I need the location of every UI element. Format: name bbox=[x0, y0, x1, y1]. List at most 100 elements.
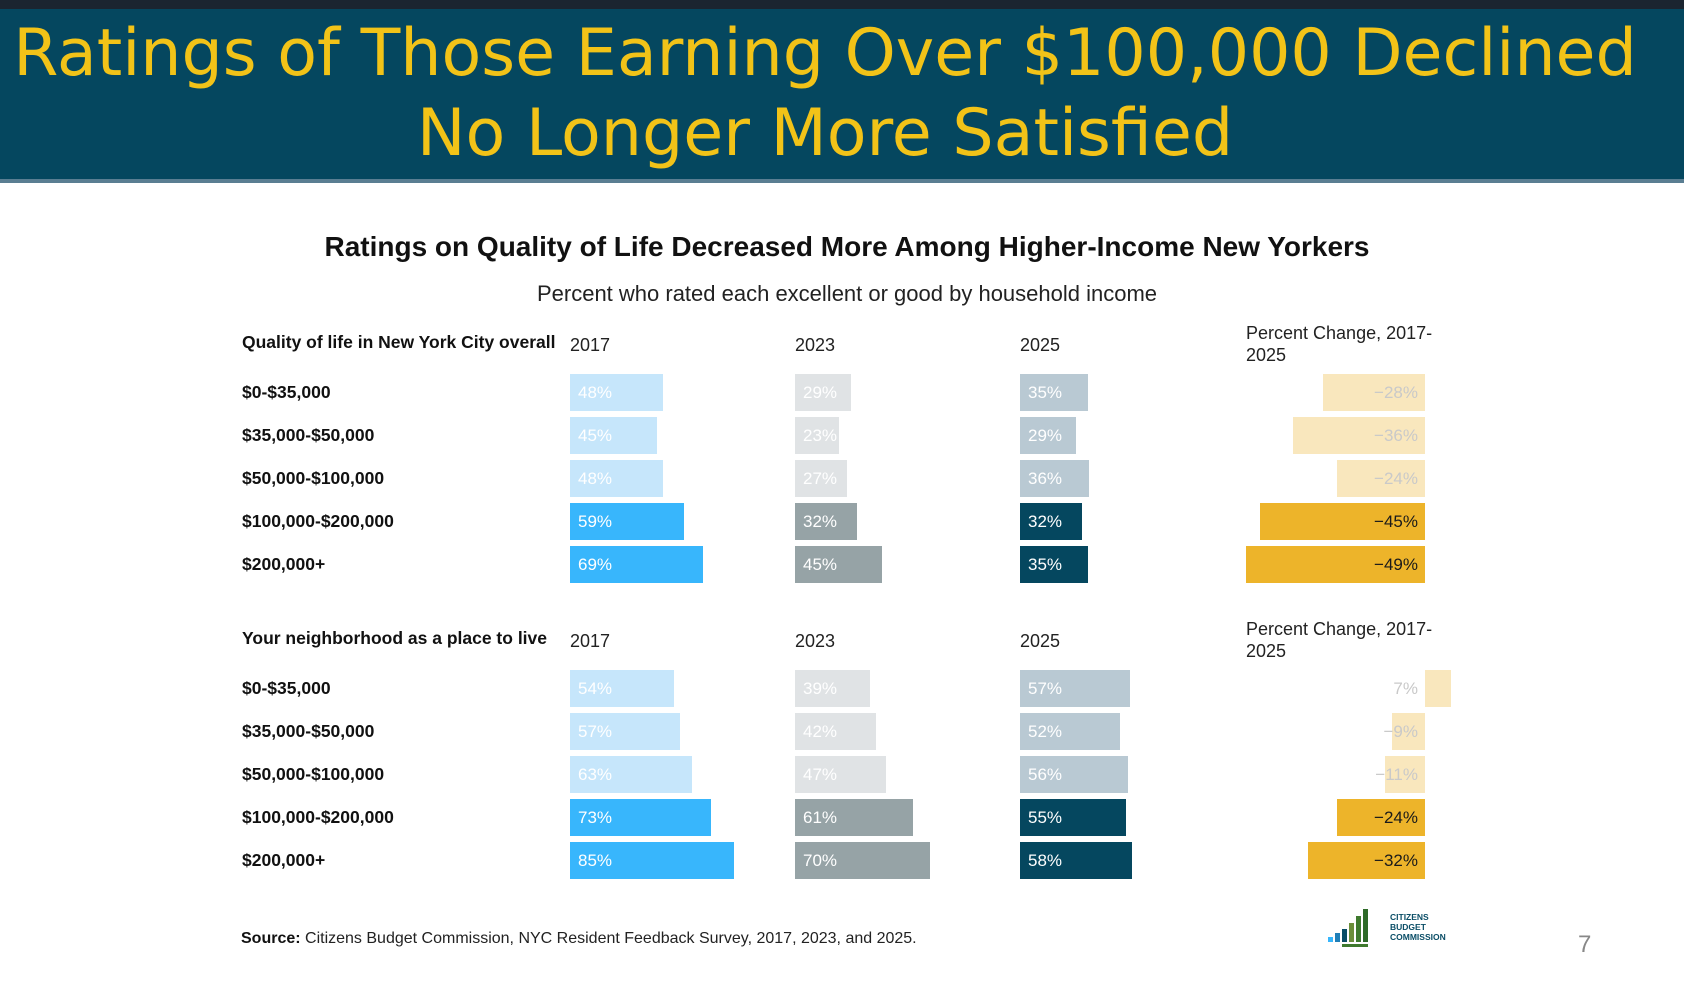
bar-value-label: 35% bbox=[1028, 383, 1063, 402]
bar-value-label: 57% bbox=[1028, 679, 1063, 698]
bar-value-label: 85% bbox=[578, 851, 613, 870]
change-bar bbox=[1384, 756, 1425, 793]
bar-value-label: 73% bbox=[578, 808, 613, 827]
change-header: Percent Change, 2017-2025 bbox=[1246, 323, 1433, 365]
bar-value-label: 69% bbox=[578, 555, 613, 574]
bar-2017 bbox=[570, 546, 704, 583]
bar-value-label: 29% bbox=[803, 383, 838, 402]
bar-value-label: 58% bbox=[1028, 851, 1063, 870]
income-row-label: $200,000+ bbox=[242, 850, 326, 870]
bar-2025 bbox=[1020, 374, 1088, 411]
bar-value-label: 35% bbox=[1028, 555, 1063, 574]
income-row-label: $50,000-$100,000 bbox=[242, 468, 385, 488]
change-bar bbox=[1307, 842, 1425, 879]
bar-2025 bbox=[1020, 842, 1132, 879]
change-value-label: −11% bbox=[1375, 765, 1418, 784]
title-banner-underline bbox=[0, 179, 1684, 183]
bar-2025 bbox=[1020, 503, 1082, 540]
bar-value-label: 42% bbox=[803, 722, 838, 741]
bar-value-label: 47% bbox=[803, 765, 838, 784]
column-header: 2017 bbox=[570, 335, 611, 355]
column-header: 2023 bbox=[795, 631, 836, 651]
income-row-label: $100,000-$200,000 bbox=[242, 807, 394, 827]
cbc-logo-icon bbox=[1328, 909, 1368, 947]
income-row-label: $35,000-$50,000 bbox=[242, 425, 375, 445]
bar-value-label: 23% bbox=[803, 426, 838, 445]
change-header: Percent Change, 2017-2025 bbox=[1246, 619, 1433, 661]
bar-2023 bbox=[795, 374, 851, 411]
bar-2017 bbox=[570, 756, 692, 793]
logo-line1: CITIZENS bbox=[1390, 912, 1429, 922]
bar-value-label: 61% bbox=[803, 808, 838, 827]
change-bar bbox=[1322, 374, 1425, 411]
bar-2017 bbox=[570, 799, 711, 836]
change-value-label: −24% bbox=[1374, 808, 1418, 827]
change-value-label: −24% bbox=[1374, 469, 1418, 488]
bar-2023 bbox=[795, 546, 882, 583]
bar-2023 bbox=[795, 842, 931, 879]
bar-value-label: 27% bbox=[803, 469, 838, 488]
title-banner bbox=[0, 9, 1684, 179]
bar-value-label: 45% bbox=[803, 555, 838, 574]
bar-2025 bbox=[1020, 670, 1130, 707]
change-value-label: −9% bbox=[1383, 722, 1419, 741]
bar-value-label: 52% bbox=[1028, 722, 1063, 741]
income-row-label: $100,000-$200,000 bbox=[242, 511, 394, 531]
change-bar bbox=[1337, 460, 1425, 497]
bar-2025 bbox=[1020, 460, 1090, 497]
bar-2023 bbox=[795, 460, 848, 497]
bar-value-label: 70% bbox=[803, 851, 838, 870]
page-number: 7 bbox=[1578, 931, 1592, 958]
bar-2023 bbox=[795, 503, 857, 540]
bar-2025 bbox=[1020, 546, 1088, 583]
change-bar bbox=[1260, 503, 1425, 540]
change-value-label: −32% bbox=[1374, 851, 1418, 870]
bar-value-label: 36% bbox=[1028, 469, 1063, 488]
cbc-logo-text: CITIZENS BUDGET COMMISSION bbox=[1390, 912, 1470, 942]
change-bar bbox=[1245, 546, 1425, 583]
bar-2017 bbox=[570, 842, 735, 879]
income-row-label: $50,000-$100,000 bbox=[242, 764, 385, 784]
change-value-label: −36% bbox=[1374, 426, 1418, 445]
source-note: Source: Citizens Budget Commission, NYC … bbox=[241, 930, 917, 948]
bar-2017 bbox=[570, 374, 663, 411]
bar-value-label: 56% bbox=[1028, 765, 1063, 784]
bar-2025 bbox=[1020, 799, 1127, 836]
source-text: Citizens Budget Commission, NYC Resident… bbox=[300, 930, 917, 947]
slide-title: Ratings of Those Earning Over $100,000 D… bbox=[0, 14, 1650, 174]
bar-2017 bbox=[570, 417, 657, 454]
slide-title-line1: Ratings of Those Earning Over $100,000 D… bbox=[13, 16, 1637, 91]
chart-title: Ratings on Quality of Life Decreased Mor… bbox=[324, 231, 1370, 262]
bar-value-label: 59% bbox=[578, 512, 613, 531]
column-header: 2025 bbox=[1020, 631, 1061, 651]
bar-2025 bbox=[1020, 417, 1076, 454]
column-header: 2023 bbox=[795, 335, 836, 355]
bar-2017 bbox=[570, 670, 675, 707]
source-label: Source: bbox=[241, 930, 301, 947]
change-bar bbox=[1293, 417, 1425, 454]
bar-value-label: 32% bbox=[803, 512, 838, 531]
change-bar bbox=[1425, 670, 1451, 707]
bar-value-label: 54% bbox=[578, 679, 613, 698]
top-border bbox=[0, 0, 1684, 9]
bar-value-label: 45% bbox=[578, 426, 613, 445]
bar-2023 bbox=[795, 713, 877, 750]
bar-2023 bbox=[795, 799, 913, 836]
income-row-label: $200,000+ bbox=[242, 554, 326, 574]
panel-label: Your neighborhood as a place to live bbox=[242, 628, 548, 648]
logo-line2: BUDGET bbox=[1390, 922, 1426, 932]
bar-2023 bbox=[795, 756, 886, 793]
bar-2023 bbox=[795, 670, 871, 707]
change-value-label: −28% bbox=[1374, 383, 1418, 402]
bar-value-label: 63% bbox=[578, 765, 613, 784]
bar-2017 bbox=[570, 503, 684, 540]
change-bar bbox=[1337, 799, 1425, 836]
panel-label: Quality of life in New York City overall bbox=[242, 332, 556, 352]
income-row-label: $35,000-$50,000 bbox=[242, 721, 375, 741]
change-bar bbox=[1392, 713, 1425, 750]
chart-subtitle: Percent who rated each excellent or good… bbox=[536, 281, 1158, 306]
bar-2017 bbox=[570, 460, 663, 497]
bar-2023 bbox=[795, 417, 840, 454]
income-row-label: $0-$35,000 bbox=[242, 678, 331, 698]
bar-value-label: 39% bbox=[803, 679, 838, 698]
